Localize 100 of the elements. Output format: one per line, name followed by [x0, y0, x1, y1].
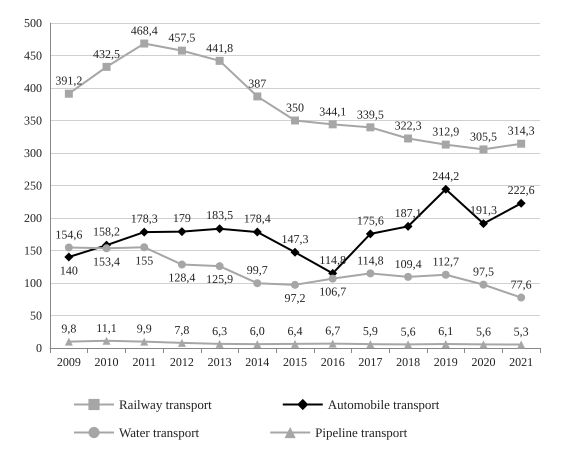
point: [366, 123, 374, 132]
y-tick-label: 250: [24, 178, 42, 192]
point: [291, 280, 299, 289]
point: [102, 62, 111, 71]
data-label: 11,1: [96, 320, 117, 335]
data-label: 125,9: [206, 272, 234, 286]
x-tick-label: 2021: [509, 355, 534, 369]
data-label: 244,2: [432, 168, 460, 183]
point: [366, 340, 374, 348]
data-label: 191,3: [470, 203, 497, 218]
data-label: 179: [172, 211, 191, 226]
data-label: 175,6: [356, 213, 384, 228]
data-label: 5,9: [362, 324, 378, 338]
point: [479, 340, 488, 348]
point: [291, 340, 299, 348]
data-label: 5,6: [400, 324, 416, 338]
data-label: 97,5: [472, 264, 494, 279]
point: [140, 243, 148, 252]
data-label: 178,3: [130, 212, 158, 226]
x-tick-label: 2015: [283, 355, 307, 369]
data-label: 350: [286, 100, 304, 114]
point: [102, 244, 111, 252]
point: [291, 116, 299, 124]
data-label: 97,2: [284, 290, 306, 305]
legend-label: Pipeline transport: [315, 425, 408, 440]
data-label: 158,2: [93, 224, 120, 239]
data-label: 305,5: [470, 129, 497, 144]
data-label: 468,4: [130, 24, 158, 38]
y-tick-label: 300: [24, 146, 42, 160]
point: [366, 269, 374, 278]
point: [216, 262, 224, 270]
point: [64, 338, 73, 346]
data-label: 154,6: [55, 228, 82, 242]
legend-label: Automobile transport: [328, 397, 440, 412]
point: [64, 244, 73, 252]
point: [252, 228, 262, 237]
point: [516, 198, 526, 208]
point: [253, 92, 262, 100]
y-tick-label: 400: [24, 81, 42, 95]
point: [517, 140, 526, 148]
x-tick-label: 2017: [358, 355, 382, 369]
y-tick-label: 450: [24, 48, 42, 62]
data-label: 109,4: [394, 256, 422, 271]
y-tick-label: 150: [24, 244, 42, 258]
point: [366, 229, 375, 238]
x-tick-label: 2013: [208, 355, 232, 369]
data-label: 178,4: [244, 212, 271, 226]
point: [215, 224, 224, 234]
y-tick-label: 350: [24, 114, 42, 128]
point: [442, 140, 450, 149]
data-label: 7,8: [174, 322, 190, 337]
data-label: 99,7: [246, 263, 268, 278]
x-tick-label: 2016: [320, 355, 345, 369]
data-label: 6,4: [288, 324, 302, 338]
data-label: 114,8: [319, 252, 346, 267]
data-label: 322,3: [394, 118, 422, 133]
data-label: 344,1: [319, 104, 346, 118]
data-label: 387: [248, 76, 266, 90]
point: [216, 56, 224, 65]
x-tick-label: 2011: [132, 355, 156, 369]
point: [517, 294, 526, 302]
point: [178, 260, 186, 269]
point: [328, 274, 337, 283]
legend-label: Water transport: [119, 425, 200, 440]
y-tick-label: 50: [30, 308, 42, 322]
data-label: 312,9: [432, 124, 460, 139]
data-label: 77,6: [510, 278, 532, 292]
data-label: 222,6: [508, 182, 535, 197]
point: [442, 270, 450, 279]
point: [140, 40, 148, 48]
data-label: 5,6: [476, 324, 491, 338]
data-label: 5,3: [514, 324, 529, 339]
point: [216, 340, 224, 348]
point: [404, 134, 412, 143]
point: [64, 252, 74, 262]
y-tick-label: 200: [24, 211, 42, 225]
data-label: 112,7: [432, 254, 460, 269]
point: [441, 184, 450, 194]
point: [140, 338, 148, 346]
point: [517, 340, 526, 349]
x-tick-label: 2020: [471, 355, 496, 369]
point: [328, 120, 337, 128]
data-label: 339,5: [356, 107, 384, 122]
data-label: 153,4: [93, 254, 120, 268]
data-label: 140: [60, 264, 78, 278]
data-label: 6,3: [212, 324, 228, 338]
legend-label: Railway transport: [119, 397, 212, 412]
data-label: 9,9: [136, 322, 152, 336]
point: [479, 280, 488, 289]
y-tick-label: 0: [36, 341, 42, 355]
data-label: 432,5: [93, 46, 120, 61]
data-label: 187,1: [394, 206, 422, 220]
data-label: 314,3: [508, 124, 535, 138]
point: [64, 90, 73, 98]
x-tick-label: 2019: [434, 355, 458, 369]
point: [102, 336, 111, 345]
data-label: 9,8: [61, 322, 76, 336]
x-tick-label: 2009: [56, 355, 81, 369]
point: [404, 340, 412, 348]
x-tick-label: 2014: [245, 355, 270, 369]
